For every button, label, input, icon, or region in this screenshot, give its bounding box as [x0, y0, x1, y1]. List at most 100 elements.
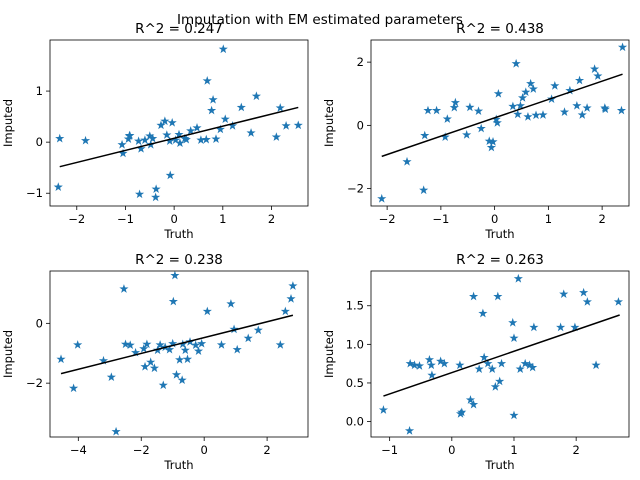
data-point: [208, 94, 218, 104]
data-point: [124, 131, 134, 140]
data-point: [524, 360, 535, 370]
data-point: [160, 116, 170, 126]
data-point: [111, 426, 121, 436]
data-point: [149, 363, 160, 373]
data-point: [377, 193, 387, 203]
data-point: [402, 156, 412, 166]
data-point: [207, 105, 217, 115]
data-point: [186, 126, 196, 135]
data-point: [281, 121, 291, 130]
data-point: [293, 120, 303, 130]
regression-line: [60, 314, 294, 375]
x-tick-label: −2: [379, 212, 396, 226]
data-point: [518, 93, 528, 102]
data-point: [280, 306, 290, 316]
data-point: [197, 338, 207, 348]
data-point: [123, 134, 133, 143]
data-point: [98, 355, 109, 365]
data-point: [243, 333, 253, 343]
data-point: [178, 339, 188, 349]
data-point: [492, 118, 502, 127]
data-point: [182, 354, 193, 364]
data-point: [432, 105, 442, 115]
data-point: [409, 360, 420, 370]
x-tick-label: −1: [381, 443, 398, 457]
y-tick-label: 1.5: [346, 299, 364, 313]
data-point: [572, 100, 582, 110]
data-point: [520, 358, 530, 368]
data-point: [487, 364, 497, 373]
data-point: [165, 344, 175, 354]
data-point: [167, 117, 177, 127]
data-point: [229, 324, 239, 334]
x-axis-label: Truth: [484, 458, 514, 472]
data-point: [201, 134, 211, 144]
y-tick-label: 0: [357, 118, 364, 132]
data-point: [490, 382, 500, 391]
data-point: [526, 78, 536, 88]
data-point: [531, 110, 541, 120]
x-tick-label: 2: [268, 212, 275, 226]
data-point: [439, 358, 449, 368]
data-point: [509, 333, 519, 343]
data-point: [593, 71, 603, 80]
data-point: [171, 135, 181, 144]
data-point: [151, 184, 161, 194]
y-tick-label: 1.0: [346, 337, 364, 351]
data-point: [191, 340, 201, 350]
axes-frame: [49, 270, 309, 438]
data-point: [275, 103, 285, 112]
data-point: [288, 281, 298, 290]
x-tick-label: −2: [133, 443, 150, 457]
data-point: [177, 375, 187, 385]
data-point: [455, 360, 465, 370]
data-point: [405, 358, 415, 368]
figure-suptitle: Imputation with EM estimated parameters: [177, 12, 463, 28]
data-point: [120, 339, 131, 349]
data-point: [483, 358, 493, 368]
x-axis-label: Truth: [484, 227, 514, 241]
y-tick-label: 0.0: [346, 415, 364, 429]
data-point: [465, 395, 476, 404]
data-point: [426, 360, 436, 370]
data-point: [271, 132, 281, 141]
data-point: [476, 123, 486, 133]
data-point: [236, 102, 246, 112]
data-point: [80, 135, 91, 145]
data-point: [420, 130, 430, 140]
data-point: [174, 129, 184, 139]
data-point: [73, 340, 83, 349]
data-point: [515, 100, 525, 110]
x-tick-label: −2: [68, 212, 85, 226]
data-point: [145, 131, 155, 140]
data-point: [474, 364, 484, 373]
y-tick-label: 2: [357, 55, 364, 69]
data-point: [579, 287, 589, 297]
data-point: [493, 88, 503, 98]
data-point: [521, 87, 531, 97]
data-point: [253, 325, 263, 335]
data-point: [538, 110, 548, 119]
data-point: [55, 133, 65, 143]
data-point: [513, 109, 523, 119]
data-point: [53, 182, 63, 191]
data-point: [168, 296, 178, 306]
x-tick-label: 1: [545, 212, 552, 226]
data-point: [515, 364, 525, 373]
data-point: [574, 75, 585, 85]
data-point: [180, 345, 190, 355]
data-point: [146, 357, 156, 367]
x-tick-label: 0: [170, 212, 177, 226]
y-tick-label: −2: [26, 376, 43, 390]
x-tick-label: 1: [510, 443, 517, 457]
data-point: [577, 110, 587, 119]
data-point: [491, 114, 501, 124]
axes-frame: [49, 39, 309, 207]
data-point: [570, 322, 580, 332]
data-point: [202, 76, 212, 85]
data-point: [529, 322, 539, 332]
data-point: [478, 308, 488, 318]
data-point: [616, 105, 627, 115]
regression-line: [381, 73, 623, 158]
data-point: [617, 42, 628, 52]
